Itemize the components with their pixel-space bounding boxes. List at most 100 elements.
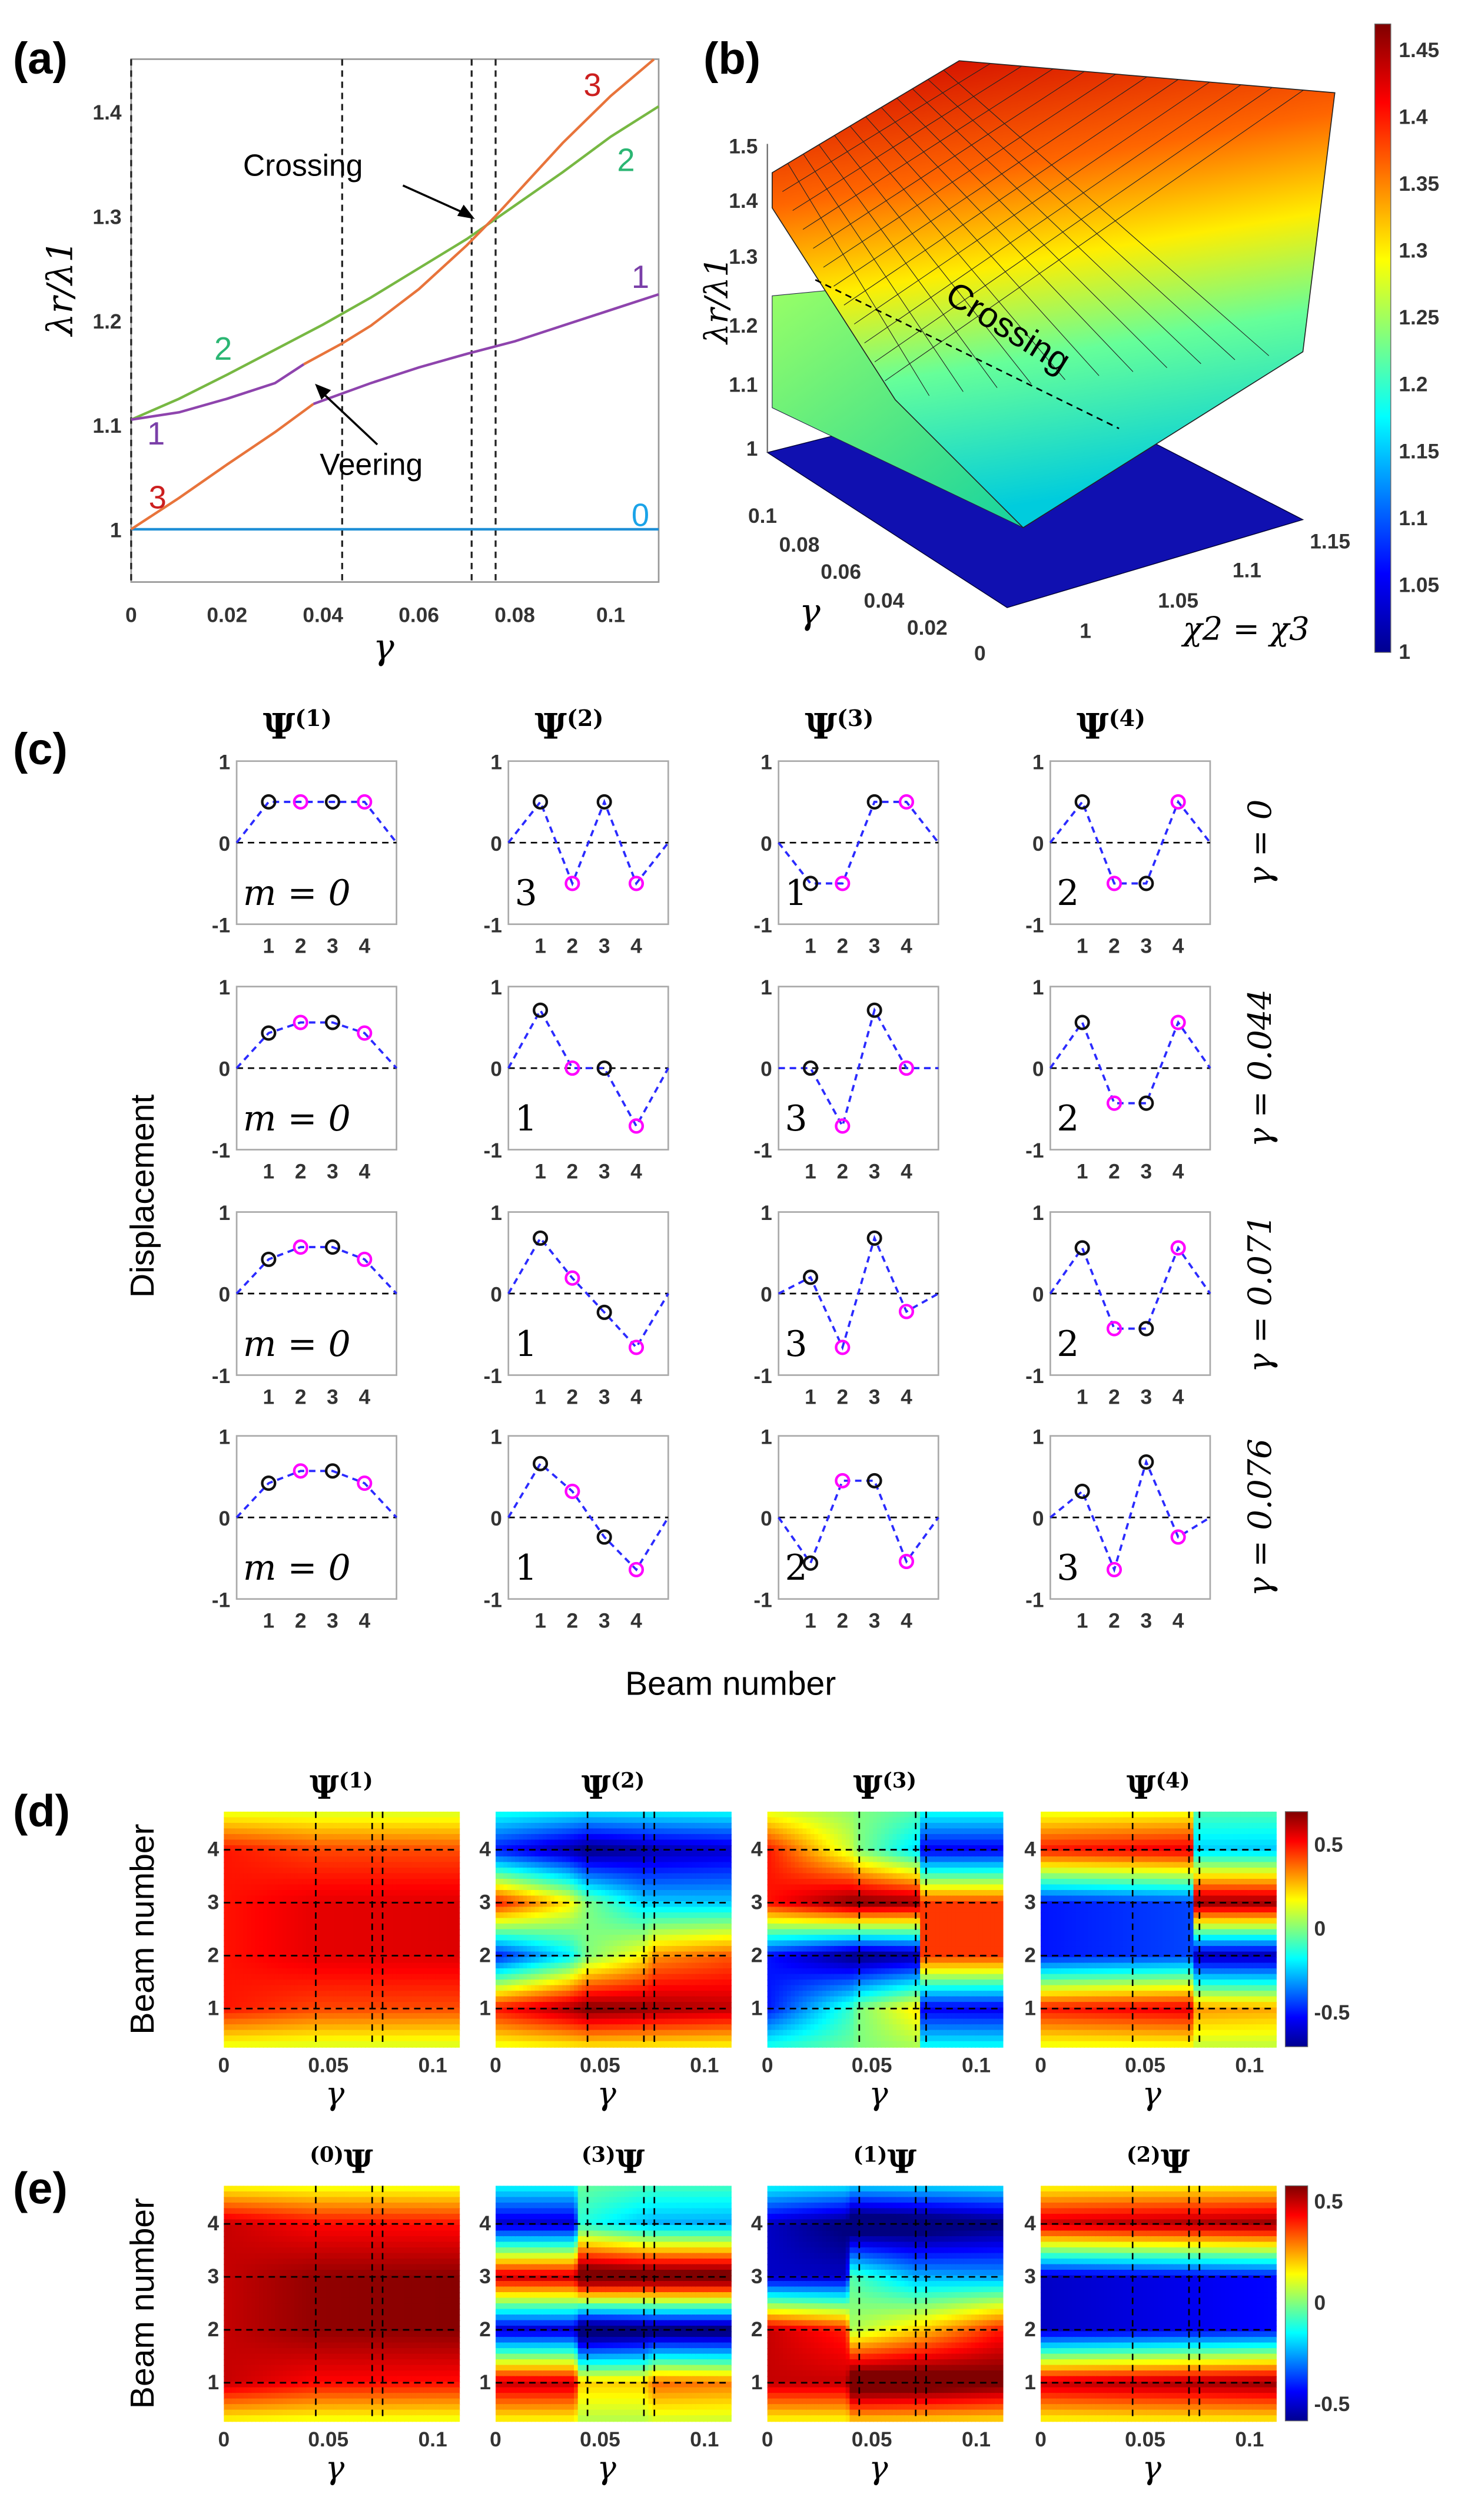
- heatmap-cell: [333, 1901, 338, 1908]
- heatmap-cell: [227, 1828, 233, 1835]
- displacement-marker: [1106, 1095, 1122, 1111]
- heatmap-cell: [341, 2024, 347, 2031]
- heatmap-cell: [247, 1890, 253, 1897]
- heatmap-cell: [454, 1962, 460, 1969]
- heatmap-cell: [251, 2030, 257, 2037]
- heatmap-cell: [227, 1839, 233, 1846]
- heatmap-cell: [326, 1924, 331, 1931]
- heatmap-cell: [259, 1851, 264, 1858]
- y-tick-label: -1: [483, 1139, 502, 1162]
- heatmap-cell: [227, 2041, 233, 2048]
- heatmap-cell: [454, 1929, 460, 1936]
- heatmap-cell: [353, 1895, 358, 1902]
- heatmap-cell: [298, 2035, 304, 2042]
- gamma-tick-label: 0: [974, 642, 986, 665]
- heatmap-cell: [255, 2024, 260, 2031]
- heatmap-cell: [333, 1862, 338, 1869]
- heatmap-cell: [235, 1895, 241, 1902]
- heatmap-cell: [298, 1862, 304, 1869]
- x-tick-label: 1: [263, 1385, 275, 1408]
- heatmap-cell: [306, 1996, 311, 2003]
- x-tick-label: 2: [1108, 1385, 1120, 1408]
- heatmap-cell: [337, 2007, 343, 2014]
- heatmap-cell: [259, 1828, 264, 1835]
- heatmap-cell: [341, 1851, 347, 1858]
- displacement-marker: [293, 1014, 308, 1030]
- heatmap-cell: [357, 1833, 362, 1841]
- x-tick-label: 2: [567, 1610, 579, 1633]
- heatmap-cell: [302, 1851, 307, 1858]
- heatmap-cell: [298, 2013, 304, 2020]
- heatmap-cell: [321, 1951, 327, 1958]
- heatmap-cell: [294, 1833, 300, 1841]
- heatmap-cell: [274, 2030, 280, 2037]
- heatmap-cell: [259, 1929, 264, 1936]
- mode-index-label: 3: [1057, 1548, 1079, 1589]
- displacement-marker: [596, 1060, 612, 1076]
- heatmap-cell: [286, 1851, 292, 1858]
- mode-index-label: 2: [1057, 873, 1079, 914]
- heatmap-cell: [227, 1968, 233, 1975]
- heatmap-cell: [318, 2035, 323, 2042]
- heatmap-cell: [224, 1924, 229, 1931]
- heatmap-cell: [310, 1968, 315, 1975]
- heatmap-cell: [454, 2030, 460, 2037]
- heatmap-cell: [271, 2041, 276, 2048]
- heatmap-cell: [345, 1901, 350, 1908]
- heatmap-cell: [341, 1901, 347, 1908]
- heatmap-cell: [263, 1901, 268, 1908]
- heatmap-cell: [224, 1828, 229, 1835]
- heatmap-cell: [271, 1935, 276, 1942]
- heatmap-cell: [341, 1811, 347, 1819]
- heatmap-cell: [286, 1996, 292, 2003]
- heatmap-cell: [231, 1851, 237, 1858]
- heatmap-cell: [283, 2035, 288, 2042]
- heatmap-cell: [310, 1817, 315, 1824]
- heatmap-cell: [337, 1991, 343, 1998]
- heatmap-cell: [283, 1878, 288, 1886]
- heatmap-cell: [333, 1962, 338, 1969]
- x-tick-label: 4: [358, 1385, 370, 1408]
- heatmap-cell: [251, 1878, 257, 1886]
- surface-mesh-line: [864, 84, 1241, 343]
- heatmap-cell: [454, 1878, 460, 1886]
- surface-mesh-line: [849, 125, 1065, 380]
- displacement-marker: [802, 1269, 819, 1285]
- heatmap-cell: [271, 2030, 276, 2037]
- heatmap-cell: [353, 1996, 358, 2003]
- y-tick-label: 0: [1032, 1058, 1044, 1081]
- mode-index-label: 2: [785, 1548, 808, 1589]
- heatmap-cell: [290, 1817, 295, 1824]
- heatmap-cell: [294, 2024, 300, 2031]
- heatmap-cell: [349, 1817, 354, 1824]
- heatmap-cell: [239, 1845, 245, 1852]
- displacement-marker: [1138, 1454, 1154, 1470]
- heatmap-cell: [306, 1828, 311, 1835]
- curve-label: 3: [149, 480, 167, 516]
- mode-shape-line: [235, 1470, 398, 1518]
- heatmap-cell: [306, 2013, 311, 2020]
- y-tick-label: -1: [1025, 1365, 1044, 1388]
- surface-mesh-line: [834, 135, 1032, 384]
- heatmap-cell: [259, 2024, 264, 2031]
- displacement-marker: [835, 1473, 851, 1488]
- heatmap-cell: [243, 1851, 248, 1858]
- heatmap-cell: [357, 1845, 362, 1852]
- panel-label-b: (b): [703, 34, 760, 84]
- heatmap-cell: [243, 2013, 248, 2020]
- x-tick-label: 3: [599, 1610, 610, 1633]
- heatmap-cell: [271, 1873, 276, 1880]
- heatmap-cell: [239, 1833, 245, 1841]
- heatmap-cell: [294, 1924, 300, 1931]
- heatmap-cell: [333, 1851, 338, 1858]
- heatmap-cell: [333, 1895, 338, 1902]
- heatmap-cell: [267, 2035, 272, 2042]
- heatmap-cell: [263, 2013, 268, 2020]
- heatmap-cell: [274, 1817, 280, 1824]
- y-tick-label: 0: [760, 1284, 772, 1307]
- displacement-marker: [1170, 794, 1186, 810]
- heatmap-cell: [353, 1817, 358, 1824]
- heatmap-cell: [255, 1856, 260, 1864]
- displacement-marker: [596, 794, 612, 810]
- heatmap-cell: [278, 1951, 284, 1958]
